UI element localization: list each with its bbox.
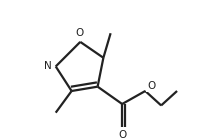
- Text: N: N: [44, 61, 52, 71]
- Text: O: O: [119, 130, 127, 140]
- Text: O: O: [147, 81, 156, 91]
- Text: O: O: [75, 28, 84, 38]
